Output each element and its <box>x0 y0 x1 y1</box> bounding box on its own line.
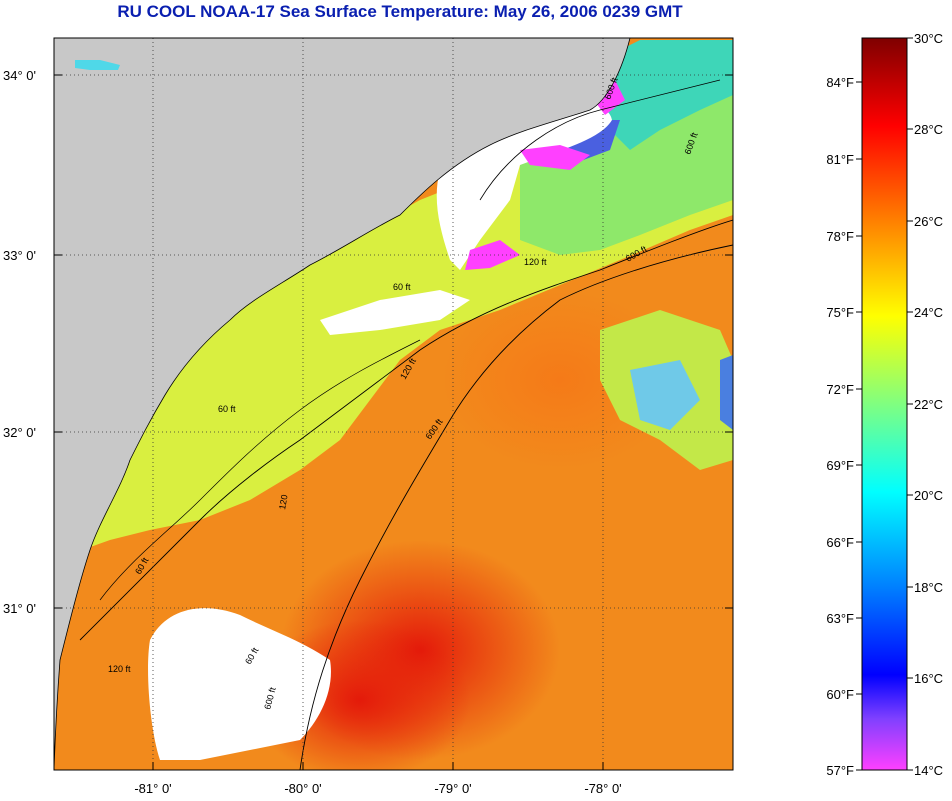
lat-label: 32° 0' <box>3 425 36 440</box>
colorbar-ticks <box>856 37 913 771</box>
colorbar-fahrenheit-label: 69°F <box>826 458 854 473</box>
lon-label: -79° 0' <box>434 781 471 796</box>
map-title: RU COOL NOAA-17 Sea Surface Temperature:… <box>117 2 683 21</box>
colorbar-fahrenheit-label: 57°F <box>826 763 854 778</box>
colorbar-fahrenheit-label: 81°F <box>826 152 854 167</box>
lat-label: 31° 0' <box>3 601 36 616</box>
colorbar-fahrenheit-label: 63°F <box>826 611 854 626</box>
cold-spot-1 <box>465 240 520 270</box>
contour-120ft <box>79 219 733 641</box>
contour-label: 120 <box>277 494 289 511</box>
contour-60ft <box>99 339 421 601</box>
contour-label: 120 ft <box>524 257 547 267</box>
cloud-strip <box>320 290 470 335</box>
colorbar-celsius-label: 24°C <box>914 305 943 320</box>
colorbar-fahrenheit-label: 66°F <box>826 535 854 550</box>
lon-label: -81° 0' <box>134 781 171 796</box>
map-panel: 120 ft 600 ft 120 ft 600 ft 60 ft 60 ft … <box>54 38 733 770</box>
lat-label: 33° 0' <box>3 248 36 263</box>
cool-eddy <box>630 360 700 430</box>
colorbar-celsius-label: 22°C <box>914 397 943 412</box>
inland-water <box>75 60 120 70</box>
map-frame <box>53 37 734 771</box>
contour-label: 60 ft <box>393 282 411 292</box>
colorbar-fahrenheit-label: 72°F <box>826 382 854 397</box>
colorbar <box>861 37 908 771</box>
contour-600ft <box>299 244 733 770</box>
colorbar-celsius-label: 20°C <box>914 488 943 503</box>
colorbar-fahrenheit-label: 60°F <box>826 687 854 702</box>
colorbar-fahrenheit-label: 78°F <box>826 229 854 244</box>
colorbar-celsius-label: 28°C <box>914 122 943 137</box>
colorbar-celsius-label: 26°C <box>914 214 943 229</box>
cool-edge <box>720 355 733 430</box>
colorbar-celsius-label: 16°C <box>914 671 943 686</box>
cool-water-north <box>600 40 733 150</box>
lon-label: -78° 0' <box>584 781 621 796</box>
contour-label: 120 ft <box>108 664 131 674</box>
colorbar-fahrenheit-label: 75°F <box>826 305 854 320</box>
land-mass <box>54 38 631 770</box>
cloud-area-south <box>148 608 331 760</box>
lon-label: -80° 0' <box>284 781 321 796</box>
axis-ticks <box>54 74 733 770</box>
colorbar-celsius-label: 14°C <box>914 763 943 778</box>
contour-north <box>479 79 721 201</box>
contour-label: 60 ft <box>218 404 236 414</box>
lat-label: 34° 0' <box>3 68 36 83</box>
colorbar-celsius-label: 18°C <box>914 580 943 595</box>
colorbar-celsius-label: 30°C <box>914 31 943 46</box>
colorbar-fahrenheit-label: 84°F <box>826 75 854 90</box>
cold-spot-2 <box>520 145 590 170</box>
